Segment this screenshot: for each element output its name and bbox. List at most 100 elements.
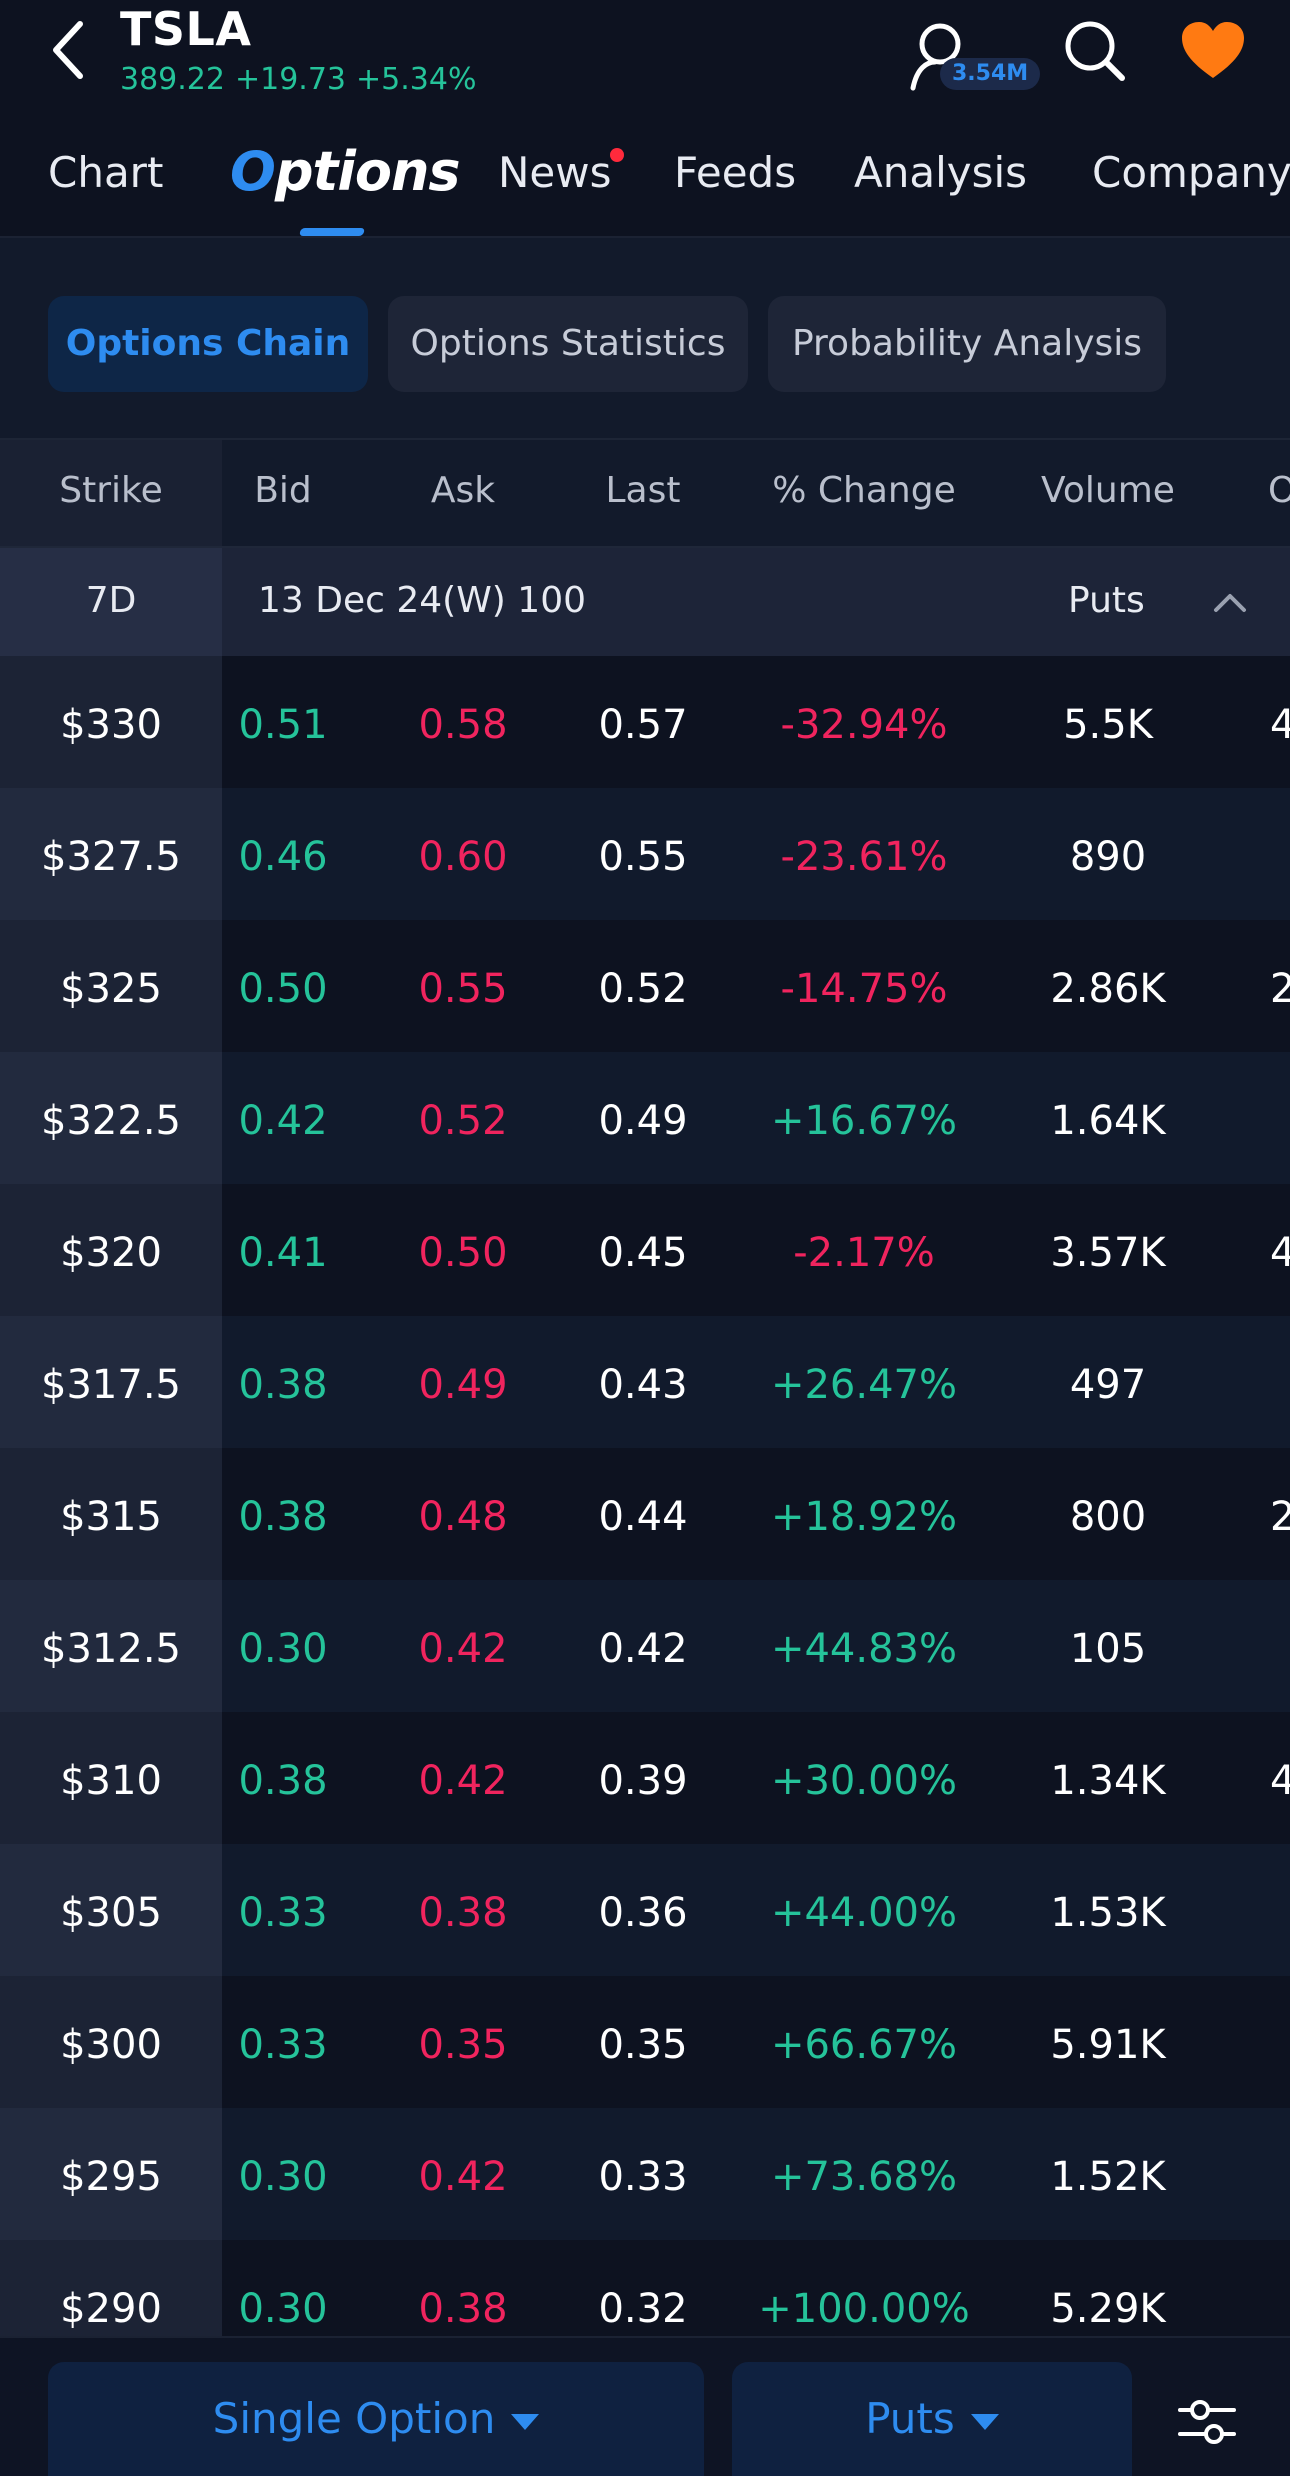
header-last[interactable]: Last: [605, 470, 681, 511]
expiry-row[interactable]: 7D 13 Dec 24(W) 100 Puts: [0, 548, 1290, 656]
table-row[interactable]: $300 0.33 0.35 0.35 +66.67% 5.91K: [0, 1976, 1290, 2108]
watchers-count: 3.54M: [940, 58, 1041, 90]
chevron-left-icon[interactable]: [48, 18, 92, 82]
column-headers: Strike Bid Ask Last % Change Volume O: [0, 440, 1290, 548]
bid-cell: 0.50: [238, 966, 328, 1012]
volume-cell: 2.86K: [1050, 966, 1166, 1012]
chevron-up-icon[interactable]: [1210, 584, 1250, 620]
header-strike[interactable]: Strike: [59, 470, 163, 511]
table-row[interactable]: $320 0.41 0.50 0.45 -2.17% 3.57K 4: [0, 1184, 1290, 1316]
bid-cell: 0.30: [238, 2286, 328, 2332]
next-column-cell: 4: [1270, 702, 1290, 748]
table-row[interactable]: $317.5 0.38 0.49 0.43 +26.47% 497: [0, 1316, 1290, 1448]
ask-cell: 0.35: [418, 2022, 508, 2068]
tab-news[interactable]: News: [498, 148, 612, 197]
next-column-cell: 2: [1270, 1494, 1290, 1540]
last-cell: 0.44: [598, 1494, 688, 1540]
stock-price: 389.22: [120, 62, 225, 97]
subtab-options-statistics[interactable]: Options Statistics: [388, 296, 748, 392]
table-row[interactable]: $305 0.33 0.38 0.36 +44.00% 1.53K: [0, 1844, 1290, 1976]
last-cell: 0.49: [598, 1098, 688, 1144]
strategy-label: Single Option: [212, 2394, 496, 2443]
strike-cell: $312.5: [41, 1626, 181, 1672]
volume-cell: 1.53K: [1050, 1890, 1166, 1936]
change-cell: +73.68%: [770, 2154, 958, 2200]
stock-change: +19.73: [234, 62, 347, 97]
strike-cell: $327.5: [41, 834, 181, 880]
header-change[interactable]: % Change: [772, 470, 956, 511]
subtab-probability-analysis[interactable]: Probability Analysis: [768, 296, 1166, 392]
volume-cell: 105: [1069, 1626, 1147, 1672]
table-row[interactable]: $330 0.51 0.58 0.57 -32.94% 5.5K 4: [0, 656, 1290, 788]
option-type-label: Puts: [865, 2394, 955, 2443]
table-row[interactable]: $322.5 0.42 0.52 0.49 +16.67% 1.64K: [0, 1052, 1290, 1184]
table-row[interactable]: $327.5 0.46 0.60 0.55 -23.61% 890: [0, 788, 1290, 920]
strike-cell: $305: [60, 1890, 162, 1936]
change-cell: +16.67%: [770, 1098, 958, 1144]
ask-cell: 0.38: [418, 2286, 508, 2332]
header-ask[interactable]: Ask: [430, 470, 496, 511]
volume-cell: 3.57K: [1050, 1230, 1166, 1276]
ask-cell: 0.42: [418, 1626, 508, 1672]
last-cell: 0.57: [598, 702, 688, 748]
sliders-icon[interactable]: [1176, 2394, 1238, 2450]
user-icon[interactable]: [905, 16, 1035, 96]
strike-cell: $320: [60, 1230, 162, 1276]
caret-down-icon: [970, 2413, 999, 2430]
stock-quote: 389.22 +19.73 +5.34%: [120, 62, 486, 97]
volume-cell: 5.29K: [1050, 2286, 1166, 2332]
options-table: $330 0.51 0.58 0.57 -32.94% 5.5K 4 $327.5 0.46 0.…: [0, 656, 1290, 2336]
tab-chart[interactable]: Chart: [48, 148, 164, 197]
ask-cell: 0.42: [418, 1758, 508, 1804]
bid-cell: 0.41: [238, 1230, 328, 1276]
table-row[interactable]: $315 0.38 0.48 0.44 +18.92% 800 2: [0, 1448, 1290, 1580]
header-next-column[interactable]: O: [1268, 470, 1290, 511]
next-column-cell: 2: [1270, 966, 1290, 1012]
change-cell: +18.92%: [770, 1494, 958, 1540]
last-cell: 0.55: [598, 834, 688, 880]
bid-cell: 0.33: [238, 2022, 328, 2068]
change-cell: -32.94%: [780, 702, 948, 748]
change-cell: +44.83%: [770, 1626, 958, 1672]
ask-cell: 0.38: [418, 1890, 508, 1936]
expiry-label: 13 Dec 24(W) 100: [258, 580, 587, 621]
header-volume[interactable]: Volume: [1041, 470, 1175, 511]
volume-cell: 1.64K: [1050, 1098, 1166, 1144]
strategy-dropdown[interactable]: Single Option: [48, 2362, 704, 2476]
tab-analysis[interactable]: Analysis: [854, 148, 1028, 197]
tab-options[interactable]: Options: [230, 140, 461, 203]
strike-cell: $310: [60, 1758, 162, 1804]
search-icon[interactable]: [1062, 18, 1128, 84]
last-cell: 0.42: [598, 1626, 688, 1672]
ask-cell: 0.49: [418, 1362, 508, 1408]
heart-icon[interactable]: [1180, 20, 1246, 82]
header-bid[interactable]: Bid: [254, 470, 312, 511]
expiry-days: 7D: [85, 580, 137, 621]
table-row[interactable]: $325 0.50 0.55 0.52 -14.75% 2.86K 2: [0, 920, 1290, 1052]
strike-cell: $325: [60, 966, 162, 1012]
table-row[interactable]: $310 0.38 0.42 0.39 +30.00% 1.34K 4: [0, 1712, 1290, 1844]
bottom-bar: Single Option Puts: [0, 2336, 1290, 2476]
table-row[interactable]: $312.5 0.30 0.42 0.42 +44.83% 105: [0, 1580, 1290, 1712]
subtab-options-chain[interactable]: Options Chain: [48, 296, 368, 392]
last-cell: 0.35: [598, 2022, 688, 2068]
next-column-cell: 4: [1270, 1758, 1290, 1804]
tab-company[interactable]: Company: [1092, 148, 1290, 197]
bid-cell: 0.42: [238, 1098, 328, 1144]
bid-cell: 0.30: [238, 2154, 328, 2200]
stock-symbol: TSLA: [120, 2, 252, 56]
table-row[interactable]: $295 0.30 0.42 0.33 +73.68% 1.52K: [0, 2108, 1290, 2240]
change-cell: +44.00%: [770, 1890, 958, 1936]
ask-cell: 0.55: [418, 966, 508, 1012]
expiry-option-type: Puts: [1068, 580, 1145, 621]
table-row[interactable]: $290 0.30 0.38 0.32 +100.00% 5.29K: [0, 2240, 1290, 2336]
option-type-dropdown[interactable]: Puts: [732, 2362, 1132, 2476]
bid-cell: 0.38: [238, 1362, 328, 1408]
bid-cell: 0.51: [238, 702, 328, 748]
header: TSLA 389.22 +19.73 +5.34% 3.54M: [0, 0, 1290, 110]
volume-cell: 800: [1069, 1494, 1147, 1540]
tab-feeds[interactable]: Feeds: [674, 148, 797, 197]
strike-cell: $315: [60, 1494, 162, 1540]
last-cell: 0.43: [598, 1362, 688, 1408]
active-tab-indicator: [298, 228, 366, 236]
